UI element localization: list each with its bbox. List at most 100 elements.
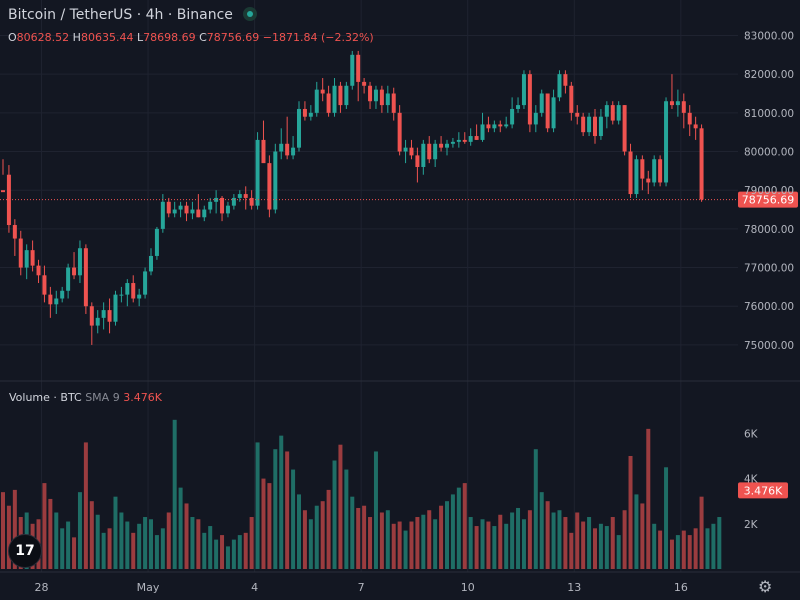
volume-bar [498,514,503,569]
volume-bar [456,487,461,569]
candle-body [652,159,657,183]
time-axis-label: 7 [358,581,365,594]
volume-bar [622,510,627,569]
volume-bar [220,535,225,569]
volume-bar [397,521,402,569]
volume-bar [314,505,319,569]
ohlc-close-value: 78756.69 [206,31,260,44]
candle-body [66,267,71,291]
volume-bar [693,528,698,569]
volume-bar [60,528,65,569]
volume-bar [445,501,449,569]
volume-bar [143,517,148,569]
tradingview-logo-icon[interactable]: 17 [8,534,42,568]
ohlc-change: −1871.84 (−2.32%) [262,31,374,44]
volume-bar [255,442,260,569]
candle-body [669,101,674,106]
volume-bar [332,460,337,569]
candle-body [72,267,77,276]
candle-body [249,197,254,206]
time-axis-label: 13 [567,581,581,594]
candle-body [30,250,35,266]
volume-bar [409,521,414,569]
candle-body [462,139,467,142]
volume-bar [178,487,183,569]
time-axis-label: 10 [461,581,475,594]
candle-body [693,124,698,129]
volume-bar [302,510,307,569]
volume-bar [480,519,485,569]
volume-bar [285,451,290,569]
candle-body [427,143,432,160]
candle-body [24,250,29,268]
candle-body [237,194,242,198]
volume-bar [362,505,367,569]
volume-bar [510,512,515,569]
volume-bar [504,523,509,569]
price-axis-label: 77000.00 [744,263,794,275]
candle-body [385,93,390,106]
volume-bar [119,512,124,569]
volume-bar [433,519,438,569]
volume-bar [54,512,59,569]
candle-body [504,124,509,127]
candle-body [107,310,112,322]
last-volume-tag [738,482,788,499]
candle-body [421,143,426,167]
chart-axes: 75000.00 76000.00 77000.00 78000.00 79000.00… [34,30,794,594]
time-axis-label: 16 [674,581,688,594]
volume-bar [320,501,325,569]
volume-bar [669,539,674,569]
candle-body [362,81,367,86]
candle-body [581,116,586,133]
volume-bar [652,523,657,569]
price-axis-label: 81000.00 [744,108,794,120]
candle-body [480,124,485,140]
volume-bar [717,517,722,569]
volume-bar [42,483,47,569]
candle-body [687,112,692,125]
ohlc-low-key: L [136,31,144,44]
time-axis-label: 4 [251,581,258,594]
candle-body [113,294,118,322]
last-volume-label: 3.476K [744,484,783,497]
live-status-icon [242,7,257,21]
candle-body [243,194,248,198]
candle-body [658,159,663,183]
price-axis-label: 78000.00 [744,224,794,236]
volume-bar [149,519,153,569]
candle-body [54,298,59,305]
candle-body [172,209,177,214]
volume-bar [616,535,621,569]
candle-body [119,294,124,296]
volume-legend: Volume · BTC SMA 9 3.476K [9,391,162,404]
candle-body [675,101,680,106]
time-axis-label: 28 [34,581,48,594]
candle-body [598,116,603,137]
settings-gear-icon[interactable]: ⚙ [758,577,773,596]
volume-bar [350,496,355,569]
last-price-label: 78756.69 [742,194,795,207]
chart-overlay: 78756.69 3.476K [0,191,798,499]
volume-bar [681,530,686,569]
candle-body [83,248,88,307]
price-axis-label: 82000.00 [744,69,794,81]
candle-body [12,225,17,239]
candle-body [409,147,414,156]
volume-bar [107,528,112,569]
candle-body [338,85,343,106]
candle-body [279,143,284,152]
volume-bar [154,535,159,569]
candle-body [125,283,130,295]
volume-bar [439,505,444,569]
time-axis-label: May [137,581,160,594]
candle-body [89,306,94,326]
volume-label[interactable]: Volume · BTC [9,391,82,404]
candle-body [539,93,544,113]
volume-bar [557,510,562,569]
candle-body [681,101,686,113]
symbol-title[interactable]: Bitcoin / TetherUS · 4h · Binance [8,7,233,23]
candle-body [593,116,597,137]
ohlc-high-value: 80635.44 [80,31,134,44]
